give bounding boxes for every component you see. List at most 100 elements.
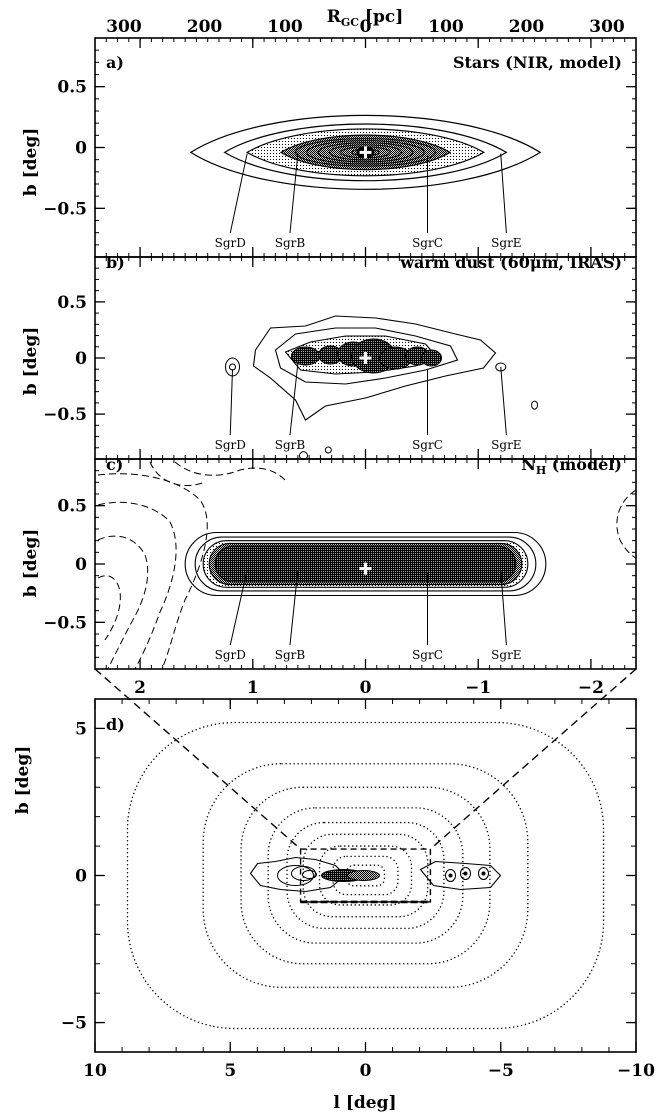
x-tick-label: 10 (83, 1061, 107, 1081)
panel-d-dotted-contour (318, 845, 413, 906)
x-tick-label: 0 (360, 678, 372, 698)
source-label: SgrB (275, 438, 306, 452)
panel-a-ylabel: b [deg] (21, 128, 41, 196)
panel-b-dust-knot (421, 349, 442, 367)
y-tick-label: 0 (75, 139, 87, 159)
x-tick-label: 0 (360, 1061, 372, 1081)
panel-d-dust-contour (277, 865, 314, 886)
source-label: SgrD (215, 438, 246, 452)
source-label: SgrB (275, 236, 306, 250)
source-label: SgrD (215, 236, 246, 250)
panel-b-sgrd-core (229, 363, 237, 371)
x-tick-label: −10 (617, 1061, 655, 1081)
panel-d-core (347, 870, 380, 881)
panel-d-dotted-contour (126, 721, 605, 1030)
source-leader-line (500, 153, 507, 234)
panel-d-dust-knot (478, 867, 489, 880)
panel-c-dashed-contour (149, 461, 206, 486)
panel-c-center-cross (359, 562, 372, 575)
panel-c-bar-contour (194, 536, 537, 592)
source-label: SgrC (412, 438, 443, 452)
panel-d-dotted-contour (240, 786, 491, 965)
panel-a-center-cross (359, 146, 372, 159)
panel-b-title: warm dust (60μm, IRAS) (399, 253, 622, 272)
panel-b-outer-contour (252, 315, 497, 421)
y-tick-label: −0.5 (43, 199, 87, 219)
panel-c-ylabel: b [deg] (21, 529, 41, 597)
panel-c-dashed-contour (97, 535, 149, 670)
x-tick-label: 1 (247, 678, 259, 698)
x-tick-label: 2 (134, 678, 146, 698)
y-tick-label: 0 (75, 349, 87, 369)
panel-a-inner-contour (295, 138, 436, 167)
source-label: SgrE (491, 236, 521, 250)
panel-a-inner-contour (306, 140, 425, 165)
source-leader-line (229, 369, 234, 436)
x-tick-label: −2 (578, 678, 604, 698)
y-tick-label: 0 (75, 555, 87, 575)
source-label: SgrE (491, 648, 521, 662)
panel-b-tag: b) (106, 253, 125, 272)
y-tick-label: 0.5 (57, 78, 87, 98)
source-leader-line (229, 153, 248, 234)
top-x-tick-label: 200 (187, 17, 223, 37)
top-x-tick-label: 0 (360, 17, 372, 37)
panel-c-dashed-contour (97, 473, 208, 670)
panel-d-dotted-contour (286, 821, 445, 930)
source-leader-line (289, 153, 299, 234)
panel-a-inner-contour (328, 144, 403, 161)
source-label: SgrD (215, 648, 246, 662)
source-leader-line (229, 569, 248, 646)
panel-d-dotted-contour (302, 833, 429, 918)
panel-b-blob (531, 400, 539, 410)
panel-d-dust-knot-core (463, 871, 468, 876)
panel-c-bar-contour (184, 531, 547, 597)
y-tick-label: −0.5 (43, 405, 87, 425)
panel-d-tag: d) (106, 715, 125, 734)
source-label: SgrB (275, 648, 306, 662)
panel-d-zoom-box (299, 848, 432, 903)
zoom-connector-right (429, 668, 637, 850)
panel-d-dust-knot (445, 869, 456, 882)
source-label: SgrC (412, 236, 443, 250)
source-label: SgrE (491, 438, 521, 452)
y-tick-label: 5 (75, 719, 87, 739)
panel-a-inner-contour (317, 142, 414, 163)
y-tick-label: 0 (75, 867, 87, 887)
panel-d-ylabel: b [deg] (13, 746, 33, 814)
panel-d-dust-contour (291, 866, 316, 881)
panel-a-contour (223, 123, 508, 182)
source-leader-line (500, 569, 507, 646)
panel-d-dust-contour (302, 870, 317, 879)
y-tick-label: −5 (61, 1014, 87, 1034)
panel-b-mid-contour (274, 327, 459, 385)
panel-c-dashed-contour (97, 575, 121, 641)
panel-d-xlabel: l [deg] (333, 1093, 396, 1113)
top-x-tick-label: 200 (509, 17, 545, 37)
panel-a-contour (189, 114, 542, 190)
panel-c-dashed-contour (97, 501, 177, 670)
panel-a-tag: a) (106, 53, 124, 72)
panel-d-dust-knot-core (481, 871, 486, 876)
panel-b-dust-knot (291, 346, 320, 366)
top-x-tick-label: 300 (106, 17, 142, 37)
panel-c-tag: c) (106, 455, 123, 474)
panel-d-dust-knot (460, 867, 471, 880)
y-tick-label: 0.5 (57, 497, 87, 517)
source-leader-line (500, 366, 507, 436)
panel-c-dashed-contour (616, 489, 637, 559)
source-leader-line (289, 569, 299, 646)
y-tick-label: 0.5 (57, 293, 87, 313)
panel-a-title: Stars (NIR, model) (453, 53, 622, 72)
x-tick-label: 5 (224, 1061, 236, 1081)
panel-c-dashed-contour (174, 461, 286, 481)
zoom-connector-left (94, 668, 302, 850)
x-tick-label: −5 (488, 1061, 514, 1081)
panel-b-ylabel: b [deg] (21, 327, 41, 395)
panel-d-dust-knot-core (448, 873, 453, 878)
x-tick-label: −1 (465, 678, 491, 698)
panel-b-center-cross (359, 352, 372, 364)
top-x-tick-label: 100 (267, 17, 303, 37)
panel-b-blob (324, 446, 332, 454)
